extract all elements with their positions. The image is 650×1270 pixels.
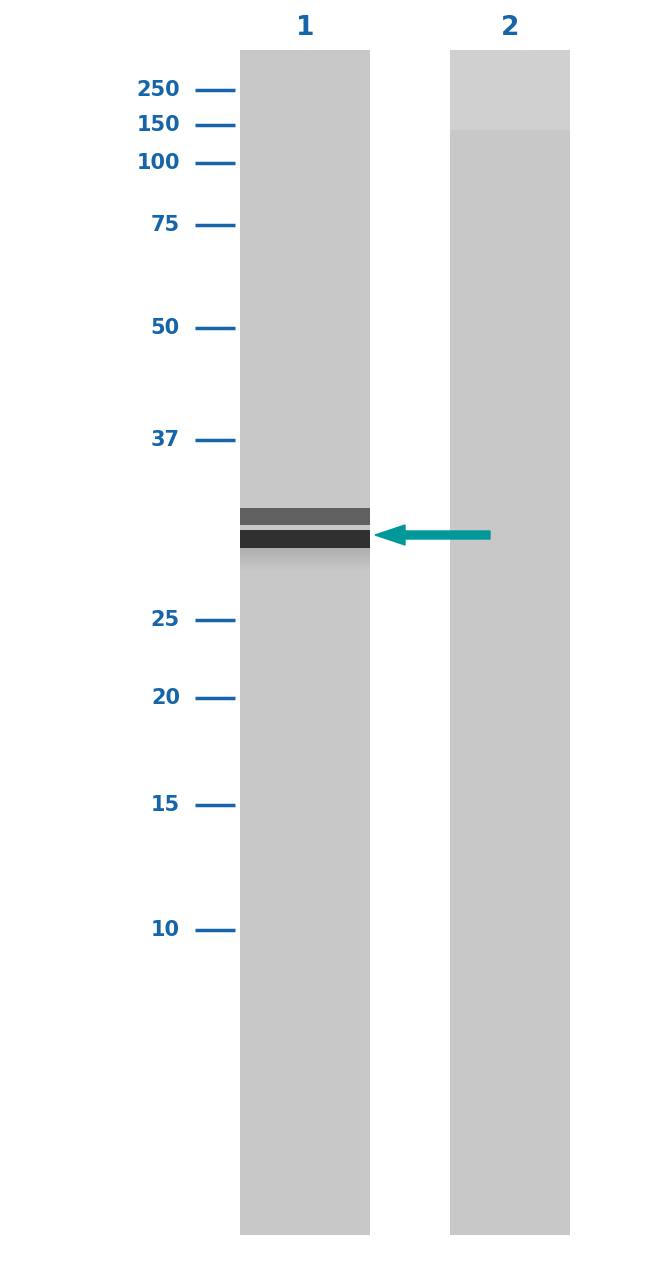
Bar	[450, 50, 570, 130]
Text: 10: 10	[151, 919, 180, 940]
Text: 20: 20	[151, 688, 180, 707]
Bar	[240, 530, 370, 547]
Bar	[240, 508, 370, 525]
Text: 2: 2	[500, 15, 519, 41]
FancyArrow shape	[375, 525, 490, 545]
Text: 100: 100	[136, 152, 180, 173]
Bar	[240, 50, 370, 1234]
Text: 1: 1	[296, 15, 314, 41]
Text: 75: 75	[151, 215, 180, 235]
Text: 15: 15	[151, 795, 180, 815]
Text: 37: 37	[151, 431, 180, 450]
Bar	[450, 50, 570, 1234]
Text: 25: 25	[151, 610, 180, 630]
Text: 150: 150	[136, 116, 180, 135]
Text: 250: 250	[136, 80, 180, 100]
Text: 50: 50	[151, 318, 180, 338]
